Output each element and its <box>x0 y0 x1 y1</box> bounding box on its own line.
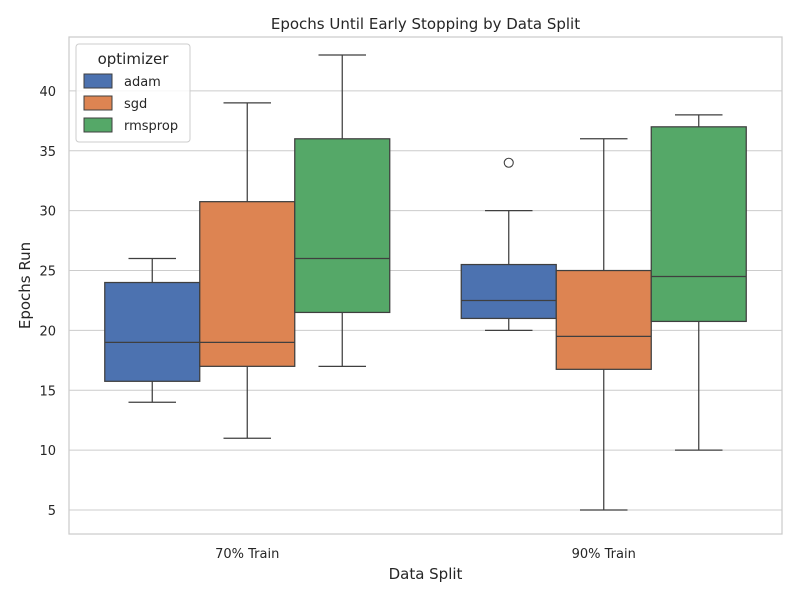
box-adam-1 <box>460 157 557 332</box>
y-tick-label: 40 <box>39 85 56 100</box>
x-axis-label: Data Split <box>389 565 463 583</box>
x-tick-label: 70% Train <box>215 547 279 562</box>
legend-label-rmsprop: rmsprop <box>124 119 178 134</box>
box-rmsprop-1 <box>650 114 747 451</box>
box-rmsprop-0 <box>294 54 391 367</box>
box-body <box>104 281 201 382</box>
box-body <box>294 138 391 314</box>
box-body <box>555 269 652 370</box>
y-tick-label: 10 <box>39 444 56 459</box>
y-axis-label: Epochs Run <box>16 242 34 329</box>
legend-swatch-rmsprop <box>83 117 113 133</box>
y-tick-label: 20 <box>39 324 56 339</box>
outlier-point <box>503 157 514 168</box>
y-tick-label: 15 <box>39 384 56 399</box>
box-body <box>199 201 296 367</box>
box-sgd-0 <box>199 102 296 439</box>
y-tick-label: 25 <box>39 265 56 280</box>
y-tick-label: 35 <box>39 145 56 160</box>
legend-label-adam: adam <box>124 75 161 90</box>
boxes <box>104 54 747 511</box>
box-body <box>460 263 557 320</box>
box-sgd-1 <box>555 138 652 511</box>
legend-swatch-adam <box>83 73 113 89</box>
box-adam-0 <box>104 257 201 403</box>
chart-title: Epochs Until Early Stopping by Data Spli… <box>271 15 580 33</box>
y-tick-label: 30 <box>39 205 56 220</box>
legend-swatch-sgd <box>83 95 113 111</box>
x-ticks: 70% Train 90% Train <box>215 547 636 562</box>
legend-label-sgd: sgd <box>124 97 147 112</box>
y-tick-label: 5 <box>48 504 56 519</box>
x-tick-label: 90% Train <box>572 547 636 562</box>
legend: optimizer adam sgd rmsprop <box>75 43 191 143</box>
y-ticks: 5 10 15 20 25 30 35 40 <box>39 85 56 519</box>
box-body <box>650 126 747 323</box>
legend-title: optimizer <box>98 50 170 68</box>
